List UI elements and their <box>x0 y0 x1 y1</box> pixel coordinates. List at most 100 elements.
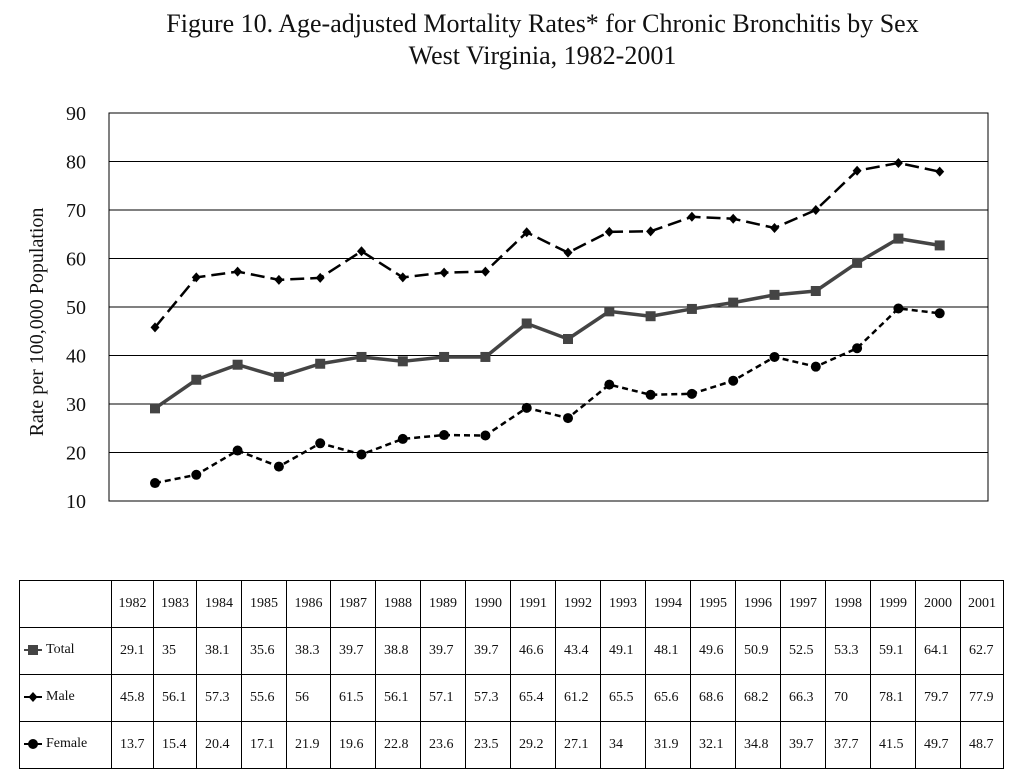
table-year-header: 1993 <box>600 580 646 628</box>
y-tick-label: 20 <box>66 443 86 465</box>
data-point-square <box>273 371 284 382</box>
table-year-header: 1985 <box>241 580 287 628</box>
table-year-header: 1983 <box>153 580 197 628</box>
data-point-diamond <box>646 226 656 237</box>
data-point-diamond <box>233 266 243 277</box>
table-year-header: 1986 <box>286 580 331 628</box>
line-chart: 10 20 30 40 50 60 70 80 90 Rate per 100,000 Popu… <box>26 103 989 513</box>
data-point-diamond <box>522 227 532 238</box>
table-value-cell: 39.7 <box>465 627 511 675</box>
table-year-header: 1982 <box>111 580 154 628</box>
data-point-square <box>439 351 450 362</box>
table-value-cell: 23.5 <box>465 721 511 769</box>
y-tick-label: 10 <box>66 491 86 513</box>
data-point-diamond <box>398 272 408 283</box>
table-value-cell: 49.1 <box>600 627 646 675</box>
table-value-cell: 37.7 <box>825 721 871 769</box>
table-value-cell: 57.3 <box>465 674 511 722</box>
table-value-cell: 46.6 <box>510 627 556 675</box>
table-value-cell: 56 <box>286 674 331 722</box>
data-point-diamond <box>935 166 945 177</box>
legend-label: Female <box>46 735 88 751</box>
data-point-square <box>397 356 408 367</box>
data-point-circle <box>934 308 945 319</box>
table-header-row: 1982 1983 1984 1985 1986 1987 1988 1989 1990 1991… <box>19 580 1004 628</box>
plot-area-border <box>108 112 989 502</box>
table-value-cell: 48.1 <box>645 627 691 675</box>
data-point-circle <box>645 389 656 400</box>
table-value-cell: 39.7 <box>420 627 466 675</box>
data-point-diamond <box>770 222 779 233</box>
table-value-cell: 59.1 <box>870 627 916 675</box>
table-row-total: Total 29.1 35 38.1 35.6 38.3 39.7 38.8 39.7 39.7 4… <box>19 627 1004 675</box>
data-point-square <box>356 351 367 362</box>
table-value-cell: 38.3 <box>286 627 331 675</box>
data-point-diamond <box>811 205 821 215</box>
legend-diamond-icon <box>24 691 42 702</box>
data-point-square <box>645 311 656 322</box>
table-value-cell: 77.9 <box>960 674 1004 722</box>
table-value-cell: 68.6 <box>690 674 736 722</box>
table-value-cell: 35 <box>153 627 197 675</box>
y-axis-ticks: 10 20 30 40 50 60 70 80 90 <box>66 103 86 513</box>
data-point-diamond <box>480 266 490 277</box>
data-point-circle <box>810 361 821 372</box>
table-year-header: 1988 <box>375 580 421 628</box>
data-point-square <box>315 358 326 369</box>
table-value-cell: 45.8 <box>111 674 154 722</box>
data-point-square <box>769 289 780 300</box>
series-line-female <box>154 307 940 485</box>
series-total <box>150 233 945 414</box>
table-value-cell: 39.7 <box>330 627 376 675</box>
table-row-male: Male 45.8 56.1 57.3 55.6 56 61.5 56.1 57.1 57.3 65… <box>19 674 1004 722</box>
table-year-header: 1994 <box>645 580 691 628</box>
table-year-header: 1992 <box>555 580 601 628</box>
y-axis-label: Rate per 100,000 Population <box>26 208 48 437</box>
table-value-cell: 27.1 <box>555 721 601 769</box>
table-year-header: 1996 <box>735 580 781 628</box>
y-tick-label: 70 <box>66 200 86 222</box>
series-male <box>150 157 945 333</box>
data-point-square <box>810 285 821 296</box>
data-point-square <box>150 403 160 414</box>
data-point-circle <box>191 469 202 480</box>
data-point-circle <box>852 343 863 354</box>
series-female <box>150 303 945 489</box>
data-point-circle <box>769 351 780 362</box>
data-point-circle <box>728 375 739 386</box>
data-point-circle <box>232 445 243 456</box>
y-tick-label: 90 <box>66 103 86 125</box>
legend-circle-icon <box>24 738 42 749</box>
table-year-header: 1995 <box>690 580 736 628</box>
table-value-cell: 70 <box>825 674 871 722</box>
table-value-cell: 52.5 <box>780 627 826 675</box>
data-point-square <box>852 257 863 268</box>
table-year-header: 2001 <box>960 580 1004 628</box>
table-value-cell: 21.9 <box>286 721 331 769</box>
table-value-cell: 20.4 <box>196 721 242 769</box>
data-point-circle <box>604 379 615 390</box>
data-point-diamond <box>28 691 38 702</box>
data-point-diamond <box>604 226 614 237</box>
chart-subtitle: West Virginia, 1982-2001 <box>408 41 677 70</box>
data-point-square <box>934 240 945 251</box>
legend-label: Male <box>46 688 75 704</box>
data-point-circle <box>480 430 491 441</box>
gridlines <box>109 161 988 453</box>
table-value-cell: 56.1 <box>153 674 197 722</box>
table-value-cell: 79.7 <box>915 674 961 722</box>
table-value-cell: 62.7 <box>960 627 1004 675</box>
data-point-circle <box>893 303 904 314</box>
table-value-cell: 38.8 <box>375 627 421 675</box>
table-value-cell: 65.5 <box>600 674 646 722</box>
table-year-header: 1998 <box>825 580 871 628</box>
table-value-cell: 53.3 <box>825 627 871 675</box>
table-value-cell: 31.9 <box>645 721 691 769</box>
data-point-square <box>232 359 243 370</box>
table-row-female: Female 13.7 15.4 20.4 17.1 21.9 19.6 22.8 23.6 23… <box>19 721 1004 769</box>
data-point-diamond <box>315 272 325 283</box>
data-point-square <box>893 233 904 244</box>
data-point-diamond <box>687 211 697 222</box>
data-point-circle <box>521 402 532 413</box>
table-value-cell: 56.1 <box>375 674 421 722</box>
